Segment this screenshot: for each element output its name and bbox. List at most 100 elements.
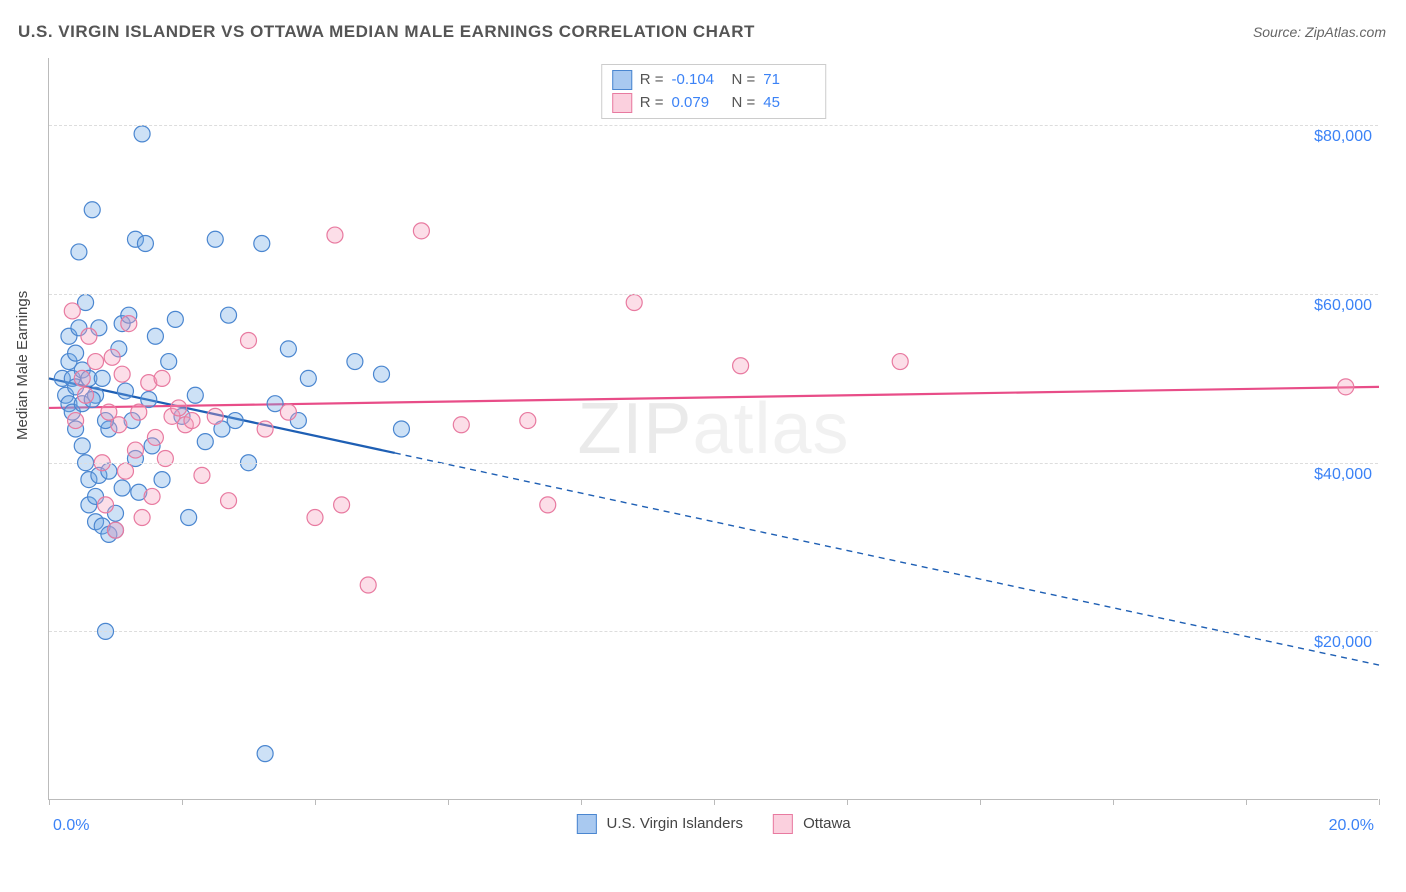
data-point xyxy=(453,417,469,433)
data-point xyxy=(154,472,170,488)
legend-label-1: Ottawa xyxy=(803,815,851,832)
data-point xyxy=(171,400,187,416)
legend-swatch-0 xyxy=(576,814,596,834)
x-tick xyxy=(847,799,848,805)
stats-row-series-0: R = -0.104 N = 71 xyxy=(612,69,816,92)
data-point xyxy=(334,497,350,513)
x-tick xyxy=(448,799,449,805)
data-point xyxy=(137,236,153,252)
x-tick xyxy=(49,799,50,805)
data-point xyxy=(347,354,363,370)
stats-r-0: -0.104 xyxy=(672,69,724,92)
x-tick xyxy=(581,799,582,805)
data-point xyxy=(114,480,130,496)
legend-item-1: Ottawa xyxy=(773,814,851,834)
data-point xyxy=(68,345,84,361)
x-tick xyxy=(315,799,316,805)
data-point xyxy=(74,370,90,386)
data-point xyxy=(626,295,642,311)
data-point xyxy=(194,467,210,483)
data-point xyxy=(121,316,137,332)
y-tick-label: $60,000 xyxy=(1314,297,1372,315)
data-point xyxy=(94,370,110,386)
data-point xyxy=(147,429,163,445)
data-point xyxy=(540,497,556,513)
data-point xyxy=(207,408,223,424)
data-point xyxy=(184,413,200,429)
data-point xyxy=(84,202,100,218)
data-point xyxy=(327,227,343,243)
stats-n-1: 45 xyxy=(763,92,815,115)
legend-item-0: U.S. Virgin Islanders xyxy=(576,814,743,834)
x-tick xyxy=(1379,799,1380,805)
y-axis-label: Median Male Earnings xyxy=(14,291,31,440)
data-point xyxy=(227,413,243,429)
stats-swatch-0 xyxy=(612,70,632,90)
gridline-h xyxy=(49,294,1378,295)
data-point xyxy=(300,370,316,386)
data-point xyxy=(167,311,183,327)
data-point xyxy=(181,510,197,526)
x-tick xyxy=(1113,799,1114,805)
data-point xyxy=(221,307,237,323)
data-point xyxy=(733,358,749,374)
data-point xyxy=(187,387,203,403)
stats-n-0: 71 xyxy=(763,69,815,92)
legend-label-0: U.S. Virgin Islanders xyxy=(607,815,743,832)
data-point xyxy=(98,497,114,513)
data-point xyxy=(520,413,536,429)
data-point xyxy=(157,451,173,467)
x-tick-label: 0.0% xyxy=(53,817,89,835)
data-point xyxy=(74,438,90,454)
data-point xyxy=(197,434,213,450)
data-point xyxy=(144,488,160,504)
data-point xyxy=(254,236,270,252)
data-point xyxy=(161,354,177,370)
plot-area: ZIPatlas R = -0.104 N = 71 R = 0.079 N =… xyxy=(48,58,1378,800)
data-point xyxy=(114,366,130,382)
data-point xyxy=(68,413,84,429)
data-point xyxy=(127,442,143,458)
data-point xyxy=(147,328,163,344)
data-point xyxy=(892,354,908,370)
gridline-h xyxy=(49,631,1378,632)
data-point xyxy=(307,510,323,526)
data-point xyxy=(393,421,409,437)
y-tick-label: $40,000 xyxy=(1314,466,1372,484)
stats-row-series-1: R = 0.079 N = 45 xyxy=(612,92,816,115)
stats-box: R = -0.104 N = 71 R = 0.079 N = 45 xyxy=(601,64,827,119)
data-point xyxy=(154,370,170,386)
data-point xyxy=(104,349,120,365)
x-tick xyxy=(714,799,715,805)
data-point xyxy=(1338,379,1354,395)
data-point xyxy=(78,387,94,403)
x-tick xyxy=(980,799,981,805)
data-point xyxy=(64,303,80,319)
y-tick-label: $80,000 xyxy=(1314,128,1372,146)
data-point xyxy=(241,332,257,348)
data-point xyxy=(108,522,124,538)
data-point xyxy=(111,417,127,433)
data-point xyxy=(134,510,150,526)
stats-swatch-1 xyxy=(612,93,632,113)
x-tick xyxy=(182,799,183,805)
data-point xyxy=(131,404,147,420)
data-point xyxy=(71,244,87,260)
data-point xyxy=(81,328,97,344)
data-point xyxy=(207,231,223,247)
data-point xyxy=(413,223,429,239)
legend-swatch-1 xyxy=(773,814,793,834)
chart-title: U.S. VIRGIN ISLANDER VS OTTAWA MEDIAN MA… xyxy=(18,22,755,42)
data-point xyxy=(117,463,133,479)
points-layer xyxy=(49,58,1378,799)
data-point xyxy=(360,577,376,593)
data-point xyxy=(280,341,296,357)
x-tick xyxy=(1246,799,1247,805)
data-point xyxy=(257,421,273,437)
data-point xyxy=(88,354,104,370)
legend: U.S. Virgin Islanders Ottawa xyxy=(576,814,850,834)
data-point xyxy=(257,746,273,762)
y-tick-label: $20,000 xyxy=(1314,634,1372,652)
data-point xyxy=(374,366,390,382)
data-point xyxy=(221,493,237,509)
